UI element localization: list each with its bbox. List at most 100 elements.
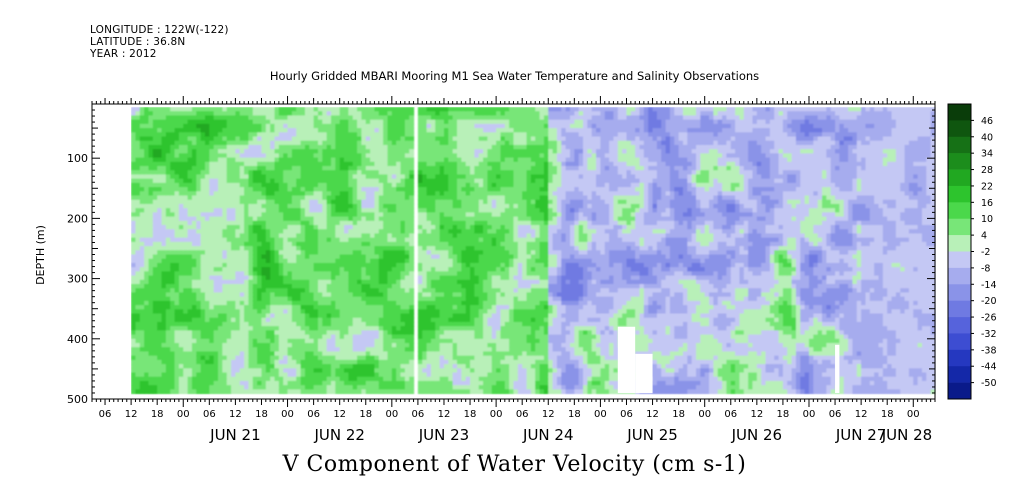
heatmap-cell [187, 267, 193, 272]
heatmap-cell [409, 359, 415, 365]
heatmap-cell [409, 170, 415, 176]
heatmap-cell [296, 220, 302, 226]
heatmap-cell [226, 305, 232, 310]
heatmap-cell [396, 359, 402, 365]
heatmap-cell [144, 136, 150, 142]
heatmap-cell [131, 351, 137, 357]
heatmap-cell [313, 385, 319, 390]
heatmap-cell [248, 140, 254, 146]
heatmap-cell [174, 195, 180, 201]
heatmap-cell [157, 203, 163, 209]
heatmap-cell [430, 338, 436, 344]
heatmap-cell [235, 115, 241, 121]
heatmap-cell [131, 317, 137, 323]
heatmap-cell [439, 326, 445, 331]
heatmap-cell [218, 267, 223, 272]
heatmap-cell [387, 144, 393, 150]
heatmap-cell [383, 132, 389, 138]
heatmap-cell [391, 208, 397, 213]
heatmap-cell [226, 368, 232, 374]
heatmap-cell [300, 187, 306, 192]
heatmap-cell [187, 372, 193, 378]
heatmap-cell [278, 292, 284, 298]
heatmap-cell [213, 229, 219, 235]
heatmap-cell [422, 351, 428, 357]
heatmap-cell [317, 389, 323, 395]
heatmap-cell [148, 212, 154, 218]
heatmap-cell [244, 237, 250, 243]
heatmap-cell [261, 187, 267, 192]
heatmap-cell [326, 119, 332, 125]
heatmap-cell [304, 140, 310, 146]
heatmap-cell [204, 305, 210, 310]
heatmap-cell [409, 300, 415, 306]
heatmap-cell [187, 144, 193, 150]
heatmap-cell [357, 132, 363, 138]
heatmap-cell [317, 128, 323, 133]
heatmap-cell [300, 191, 306, 197]
heatmap-cell [348, 258, 354, 264]
heatmap-cell [135, 241, 141, 247]
heatmap-cell [170, 288, 176, 294]
heatmap-cell [335, 258, 341, 264]
heatmap-cell [443, 178, 449, 184]
heatmap-cell [144, 199, 150, 205]
heatmap-cell [144, 309, 150, 315]
heatmap-cell [144, 385, 150, 390]
heatmap-cell [417, 195, 423, 201]
heatmap-cell [430, 334, 436, 340]
heatmap-cell [448, 199, 454, 205]
heatmap-cell [187, 195, 193, 201]
heatmap-cell [200, 326, 206, 331]
heatmap-cell [357, 220, 363, 226]
heatmap-cell [283, 144, 289, 150]
heatmap-cell [396, 258, 402, 264]
heatmap-cell [274, 380, 280, 386]
heatmap-cell [274, 279, 280, 285]
heatmap-cell [178, 157, 184, 163]
heatmap-cell [370, 157, 376, 163]
heatmap-cell [300, 385, 306, 390]
heatmap-cell [183, 284, 189, 289]
heatmap-cell [287, 132, 293, 138]
heatmap-cell [448, 212, 454, 218]
heatmap-cell [378, 199, 384, 205]
heatmap-cell [187, 119, 193, 125]
heatmap-cell [139, 309, 145, 315]
heatmap-cell [174, 380, 180, 386]
heatmap-cell [226, 157, 232, 163]
heatmap-cell [178, 203, 184, 209]
heatmap-cell [152, 317, 158, 323]
heatmap-cell [161, 225, 167, 230]
heatmap-cell [391, 128, 397, 133]
heatmap-cell [226, 271, 232, 277]
heatmap-cell [222, 241, 228, 247]
heatmap-cell [370, 199, 376, 205]
heatmap-cell [139, 220, 145, 226]
heatmap-cell [291, 330, 297, 336]
heatmap-cell [161, 254, 167, 260]
heatmap-cell [439, 115, 445, 121]
heatmap-cell [435, 157, 441, 163]
heatmap-cell [283, 385, 289, 390]
heatmap-cell [387, 334, 393, 340]
heatmap-cell [213, 233, 219, 239]
heatmap-cell [244, 140, 250, 146]
heatmap-cell [257, 195, 263, 201]
heatmap-cell [452, 144, 458, 150]
heatmap-cell [322, 368, 328, 374]
heatmap-cell [352, 334, 358, 340]
heatmap-cell [248, 326, 254, 331]
heatmap-cell [157, 380, 163, 386]
heatmap-cell [161, 351, 167, 357]
heatmap-cell [374, 364, 380, 369]
heatmap-cell [422, 161, 428, 167]
heatmap-cell [213, 187, 219, 192]
heatmap-cell [257, 313, 263, 319]
heatmap-cell [417, 343, 423, 348]
heatmap-cell [430, 115, 436, 121]
heatmap-cell [139, 343, 145, 348]
heatmap-cell [448, 300, 454, 306]
heatmap-cell [404, 292, 410, 298]
heatmap-cell [417, 237, 423, 243]
